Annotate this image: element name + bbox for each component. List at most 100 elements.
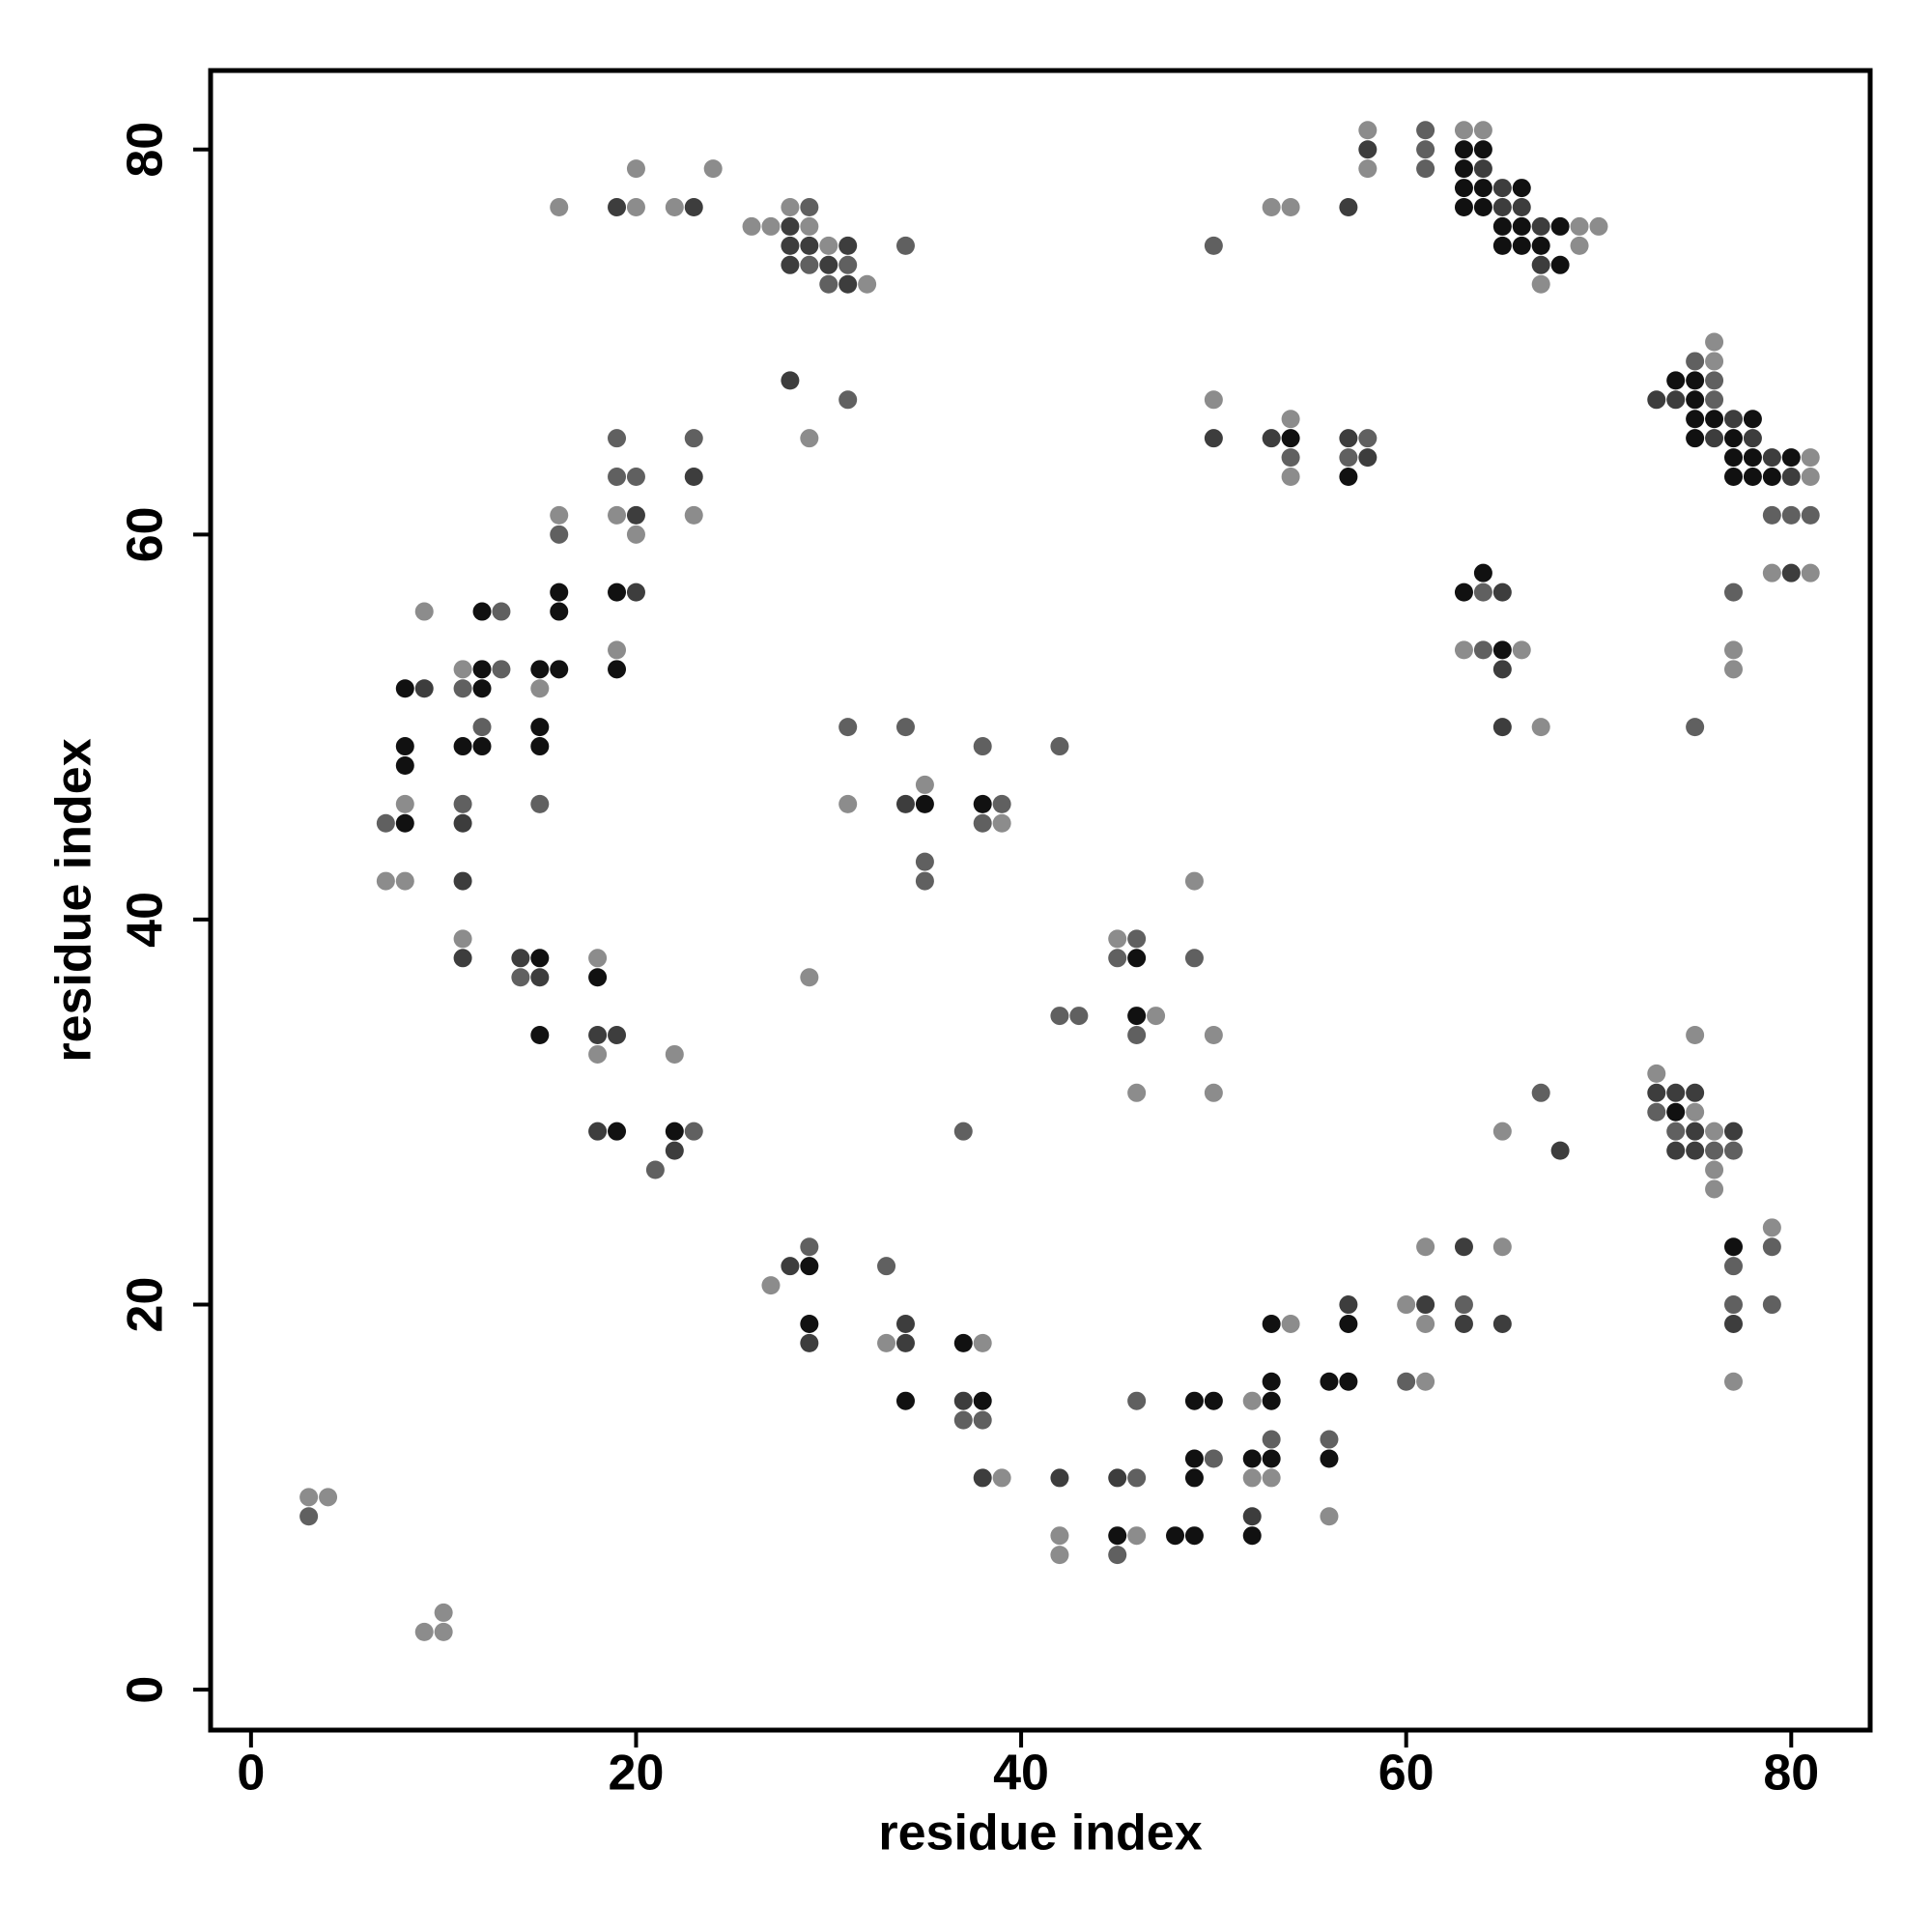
contact-point [1512, 198, 1531, 217]
contact-point [1242, 1526, 1262, 1546]
contact-point [1723, 1237, 1743, 1257]
contact-point [1492, 1237, 1512, 1257]
contact-point [530, 949, 550, 968]
contact-point [1705, 1179, 1724, 1199]
contact-point [1184, 1449, 1204, 1468]
contact-point [1647, 1102, 1666, 1122]
contact-point [895, 1391, 915, 1410]
contact-point [1204, 236, 1223, 255]
y-tick-label: 0 [118, 1676, 174, 1704]
contact-point [973, 813, 992, 833]
contact-point [665, 1141, 684, 1160]
contact-point [1397, 1372, 1416, 1391]
contact-point [492, 602, 511, 621]
contact-point [1204, 390, 1223, 410]
contact-point [1204, 1026, 1223, 1045]
contact-point [1358, 140, 1378, 159]
contact-point [1184, 1468, 1204, 1488]
contact-point [1801, 448, 1820, 468]
contact-point [838, 255, 858, 274]
contact-point [588, 968, 608, 987]
contact-point [838, 236, 858, 255]
contact-point [1550, 255, 1570, 274]
contact-point [1723, 448, 1743, 468]
contact-point [492, 660, 511, 679]
contact-point [992, 794, 1011, 813]
contact-point [511, 949, 530, 968]
contact-point [1723, 468, 1743, 487]
contact-point [1454, 198, 1473, 217]
contact-point [1262, 1430, 1281, 1449]
contact-point [1320, 1430, 1339, 1449]
contact-point [800, 1333, 819, 1352]
contact-point [1473, 563, 1492, 582]
contact-point [800, 1237, 819, 1257]
contact-point [1512, 236, 1531, 255]
contact-point [1397, 1295, 1416, 1315]
contact-point [684, 505, 703, 525]
contact-point [800, 216, 819, 236]
contact-point [1705, 1141, 1724, 1160]
contact-point [1454, 640, 1473, 660]
contact-point [550, 660, 569, 679]
contact-point [800, 198, 819, 217]
contact-point [1492, 582, 1512, 602]
contact-point [1743, 468, 1762, 487]
contact-point [761, 1276, 781, 1295]
contact-point [550, 582, 569, 602]
contact-point [1184, 1391, 1204, 1410]
contact-point [781, 1257, 800, 1276]
contact-point [1339, 1314, 1358, 1333]
contact-point [800, 255, 819, 274]
contact-point [858, 274, 877, 294]
contact-point [530, 968, 550, 987]
contact-point [1647, 390, 1666, 410]
contact-point [1686, 429, 1705, 448]
contact-point [1454, 159, 1473, 179]
contact-point [530, 794, 550, 813]
contact-point [1666, 371, 1686, 390]
contact-point [1473, 140, 1492, 159]
contact-point [915, 871, 934, 891]
contact-point [608, 1026, 627, 1045]
contact-point [395, 679, 414, 698]
contact-point [1416, 1237, 1435, 1257]
contact-point [973, 794, 992, 813]
contact-point [434, 1622, 453, 1641]
contact-point [915, 852, 934, 871]
contact-point [1762, 505, 1781, 525]
contact-point [1705, 1122, 1724, 1141]
contact-point [1281, 448, 1300, 468]
contact-point [781, 371, 800, 390]
contact-point [626, 525, 645, 544]
contact-point [453, 679, 472, 698]
contact-point [665, 198, 684, 217]
contact-point [376, 813, 395, 833]
y-tick-label: 20 [118, 1277, 174, 1333]
contact-point [1647, 1083, 1666, 1102]
x-tick-label: 20 [609, 1746, 665, 1802]
contact-point [800, 429, 819, 448]
contact-point [608, 505, 627, 525]
contact-point [395, 813, 414, 833]
contact-point [1320, 1507, 1339, 1526]
contact-point [1492, 718, 1512, 737]
contact-point [1666, 1083, 1686, 1102]
contact-point [1127, 929, 1147, 949]
contact-point [1262, 1449, 1281, 1468]
contact-point [626, 159, 645, 179]
contact-point [414, 679, 434, 698]
contact-point [608, 429, 627, 448]
contact-point [1127, 1468, 1147, 1488]
contact-point [684, 468, 703, 487]
contact-point [1127, 1526, 1147, 1546]
contact-point [472, 718, 492, 737]
contact-point [1512, 216, 1531, 236]
contact-point [703, 159, 723, 179]
contact-point [819, 255, 838, 274]
contact-point [1647, 1064, 1666, 1083]
contact-point [1762, 448, 1781, 468]
contact-point [1320, 1449, 1339, 1468]
contact-point [1723, 429, 1743, 448]
contact-point [1262, 1391, 1281, 1410]
